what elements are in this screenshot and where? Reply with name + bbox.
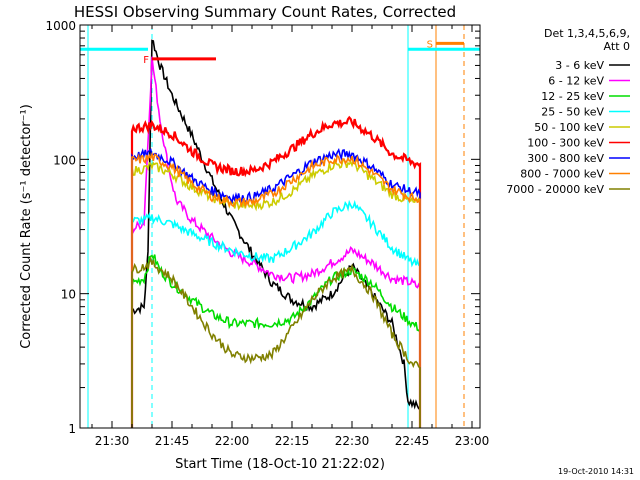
- legend-label-6: 300 - 800 keV: [527, 152, 604, 165]
- legend-label-7: 800 - 7000 keV: [520, 168, 604, 181]
- legend: Det 1,3,4,5,6,9, Att 0 3 - 6 keV 6 - 12 k…: [506, 27, 630, 196]
- legend-header-line-2: Att 0: [604, 40, 630, 53]
- vertical-markers: [87, 25, 465, 428]
- flag-label-0: F: [143, 55, 149, 66]
- flag-label-1: S: [427, 39, 433, 50]
- legend-label-2: 12 - 25 keV: [541, 90, 604, 103]
- plot-frame: [79, 24, 481, 429]
- series-line-6: [131, 148, 421, 428]
- x-tick-label-2: 22:00: [215, 434, 250, 448]
- flag-bars: FS: [80, 39, 480, 66]
- x-tick-label-1: 21:45: [155, 434, 190, 448]
- footer-timestamp: 19-Oct-2010 14:31: [558, 467, 634, 476]
- legend-label-0: 3 - 6 keV: [555, 59, 604, 72]
- y-axis-label: Corrected Count Rate (s⁻¹ detector⁻¹): [19, 104, 34, 349]
- legend-label-8: 7000 - 20000 keV: [506, 183, 604, 196]
- x-tick-label-3: 22:15: [275, 434, 310, 448]
- series-layer: [130, 39, 422, 428]
- axis-ticks: 21:30 21:45 22:00 22:15 22:30 22:45 23:00 1 10 10…: [45, 19, 489, 448]
- series-line-7: [131, 151, 421, 428]
- series-line-1: [131, 56, 421, 428]
- y-tick-label-2: 100: [53, 153, 76, 167]
- x-tick-label-6: 23:00: [455, 434, 490, 448]
- y-tick-label-3: 1000: [45, 19, 76, 33]
- legend-label-4: 50 - 100 keV: [534, 121, 604, 134]
- x-tick-label-5: 22:45: [395, 434, 430, 448]
- y-tick-label-0: 1: [68, 422, 76, 436]
- series-line-5: [130, 115, 422, 428]
- x-tick-label-0: 21:30: [95, 434, 130, 448]
- series-line-8: [131, 255, 421, 428]
- legend-header-line-1: Det 1,3,4,5,6,9,: [544, 27, 630, 40]
- y-tick-label-1: 10: [61, 288, 76, 302]
- legend-label-5: 100 - 300 keV: [527, 137, 604, 150]
- series-line-2: [131, 254, 421, 428]
- series-line-3: [131, 199, 421, 428]
- chart-title: HESSI Observing Summary Count Rates, Cor…: [74, 3, 456, 21]
- x-tick-label-4: 22:30: [335, 434, 370, 448]
- legend-label-1: 6 - 12 keV: [548, 75, 604, 88]
- x-axis-label: Start Time (18-Oct-10 21:22:02): [175, 457, 385, 472]
- legend-label-3: 25 - 50 keV: [541, 106, 604, 119]
